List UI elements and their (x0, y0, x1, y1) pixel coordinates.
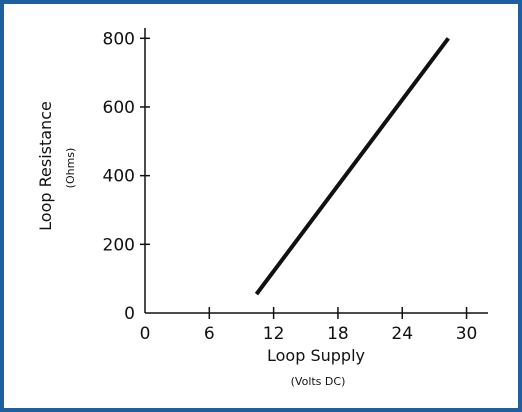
y-tick-label: 600 (103, 98, 135, 118)
x-tick-label: 18 (327, 324, 349, 344)
series (254, 37, 450, 296)
x-axis-subtitle: (Volts DC) (291, 375, 346, 388)
y-tick-label: 800 (103, 29, 135, 49)
y-tick-label: 0 (124, 304, 135, 324)
x-tick-label: 30 (456, 324, 478, 344)
axes (144, 28, 488, 314)
x-axis-title: Loop Supply (267, 346, 365, 365)
ticks: 0 6 12 18 24 30 0 200 400 600 800 (103, 29, 478, 344)
x-tick-label: 24 (391, 324, 413, 344)
y-axis-title: Loop Resistance (36, 101, 55, 231)
x-tick-label: 6 (204, 324, 215, 344)
x-tick-label: 0 (140, 324, 151, 344)
x-tick-label: 12 (263, 324, 285, 344)
series-line (254, 37, 450, 296)
y-axis-subtitle: (Ohms) (64, 148, 77, 189)
y-tick-label: 400 (103, 167, 135, 187)
y-tick-label: 200 (103, 235, 135, 255)
